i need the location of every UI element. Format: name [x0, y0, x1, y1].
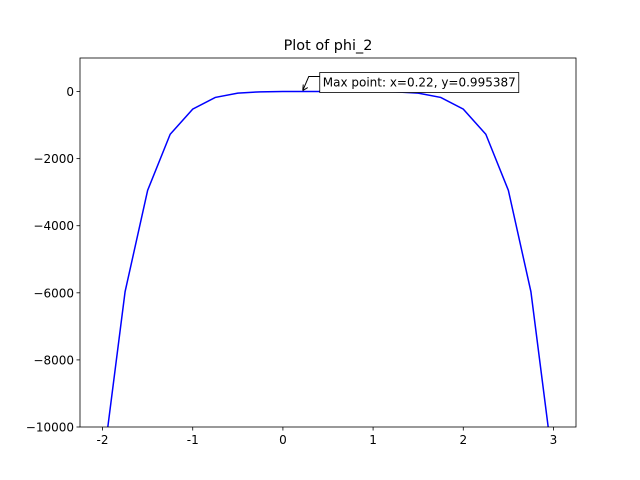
- y-tick-label: −2000: [33, 152, 74, 166]
- y-tick-label: −10000: [26, 421, 74, 435]
- y-tick-label: −6000: [33, 286, 74, 300]
- x-tick-label: 1: [369, 433, 377, 447]
- x-tick-label: 2: [459, 433, 467, 447]
- y-tick-label: −4000: [33, 219, 74, 233]
- annotation-arrow: [302, 76, 320, 91]
- annotation-text: Max point: x=0.22, y=0.995387: [323, 76, 516, 90]
- y-tick-label: −8000: [33, 353, 74, 367]
- chart-title: Plot of phi_2: [284, 38, 373, 54]
- y-tick-label: 0: [66, 85, 74, 99]
- annotation-box: [319, 72, 520, 93]
- x-tick-label: -2: [97, 433, 109, 447]
- x-tick-label: 3: [550, 433, 558, 447]
- axes-frame: [79, 57, 577, 428]
- x-tick-label: 0: [279, 433, 287, 447]
- x-tick-label: -1: [187, 433, 199, 447]
